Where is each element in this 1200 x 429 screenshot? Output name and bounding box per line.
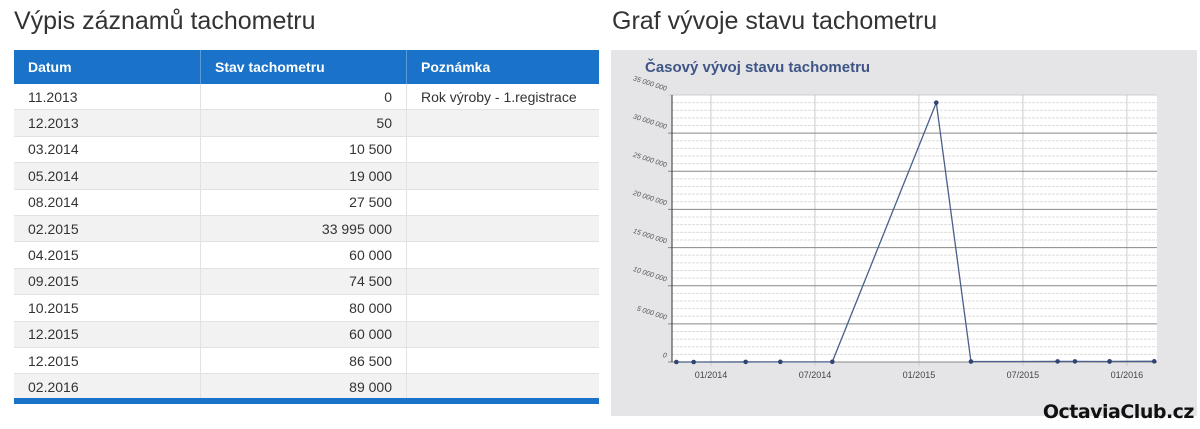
plot-area: [672, 95, 1157, 362]
data-point: [933, 100, 939, 105]
note-cell: [406, 109, 599, 137]
logo: OctaviaClub.cz: [1042, 401, 1195, 423]
header-date: Datum: [14, 50, 201, 84]
odometer-table: Datum Stav tachometru Poznámka 11.2013 0 R…: [14, 50, 599, 401]
table-row: 02.2015 33 995 000: [14, 215, 599, 243]
note-cell: [406, 347, 599, 375]
x-tick-label: 01/2016: [1111, 370, 1144, 380]
odometer-cell: 50: [200, 109, 407, 137]
y-tick-label: 35 000 000: [632, 75, 668, 93]
x-tick-label: 07/2014: [799, 370, 832, 380]
y-tick-label: 5 000 000: [636, 305, 668, 321]
table-row: 03.2014 10 500: [14, 136, 599, 164]
date-cell: 02.2016: [14, 373, 201, 401]
date-cell: 12.2015: [14, 321, 201, 348]
odometer-cell: 27 500: [200, 189, 407, 216]
table-row: 12.2015 86 500: [14, 347, 599, 375]
date-cell: 05.2014: [14, 162, 201, 190]
y-tick-label: 0: [662, 352, 668, 360]
table-row: 04.2015 60 000: [14, 241, 599, 269]
header-odometer: Stav tachometru: [200, 50, 407, 84]
note-cell: [406, 268, 599, 296]
y-tick-label: 30 000 000: [632, 114, 668, 132]
date-cell: 03.2014: [14, 136, 201, 164]
data-point: [674, 359, 679, 365]
table-row: 05.2014 19 000: [14, 162, 599, 190]
y-tick-label: 15 000 000: [632, 228, 668, 246]
odometer-cell: 60 000: [200, 241, 407, 269]
date-cell: 10.2015: [14, 294, 201, 322]
odometer-cell: 19 000: [200, 162, 407, 190]
table-title: Výpis záznamů tachometru: [14, 7, 316, 35]
date-cell: 12.2013: [14, 109, 201, 137]
odometer-cell: 33 995 000: [200, 215, 407, 243]
note-cell: [406, 321, 599, 348]
table-row: 10.2015 80 000: [14, 294, 599, 322]
date-cell: 04.2015: [14, 241, 201, 269]
note-cell: [406, 162, 599, 190]
note-cell: [406, 189, 599, 216]
table-row: 08.2014 27 500: [14, 189, 599, 216]
note-cell: Rok výroby - 1.registrace: [406, 84, 599, 111]
odometer-cell: 60 000: [200, 321, 407, 348]
table-row: 11.2013 0 Rok výroby - 1.registrace: [14, 84, 599, 111]
table-row: 09.2015 74 500: [14, 268, 599, 296]
note-cell: [406, 294, 599, 322]
table-row: 12.2015 60 000: [14, 321, 599, 348]
date-cell: 09.2015: [14, 268, 201, 296]
x-tick-label: 07/2015: [1007, 370, 1040, 380]
data-point: [1107, 359, 1112, 364]
data-point: [778, 359, 783, 365]
y-tick-label: 20 000 000: [631, 190, 668, 208]
x-tick-label: 01/2014: [695, 370, 728, 380]
data-point: [830, 359, 835, 365]
odometer-cell: 0: [200, 84, 407, 111]
odometer-cell: 10 500: [200, 136, 407, 164]
table-row: 12.2013 50: [14, 109, 599, 137]
data-point: [1072, 359, 1078, 364]
table-footer-bar: [14, 398, 599, 404]
date-cell: 11.2013: [14, 84, 201, 111]
note-cell: [406, 136, 599, 164]
date-cell: 08.2014: [14, 189, 201, 216]
odometer-cell: 80 000: [200, 294, 407, 322]
odometer-cell: 89 000: [200, 373, 407, 401]
x-tick-label: 01/2015: [903, 370, 936, 380]
chart-title: Časový vývoj stavu tachometru: [645, 58, 870, 76]
y-tick-label: 10 000 000: [632, 266, 668, 284]
date-cell: 12.2015: [14, 347, 201, 375]
y-tick-label: 25 000 000: [631, 151, 668, 169]
data-point: [691, 359, 696, 365]
data-point: [968, 359, 974, 364]
odometer-cell: 86 500: [200, 347, 407, 375]
data-point: [743, 359, 748, 365]
data-point: [1151, 359, 1157, 364]
note-cell: [406, 241, 599, 269]
note-cell: [406, 215, 599, 243]
chart-section-title: Graf vývoje stavu tachometru: [612, 7, 938, 35]
data-point: [1055, 359, 1060, 364]
date-cell: 02.2015: [14, 215, 201, 243]
header-note: Poznámka: [406, 50, 599, 84]
odometer-cell: 74 500: [200, 268, 407, 296]
